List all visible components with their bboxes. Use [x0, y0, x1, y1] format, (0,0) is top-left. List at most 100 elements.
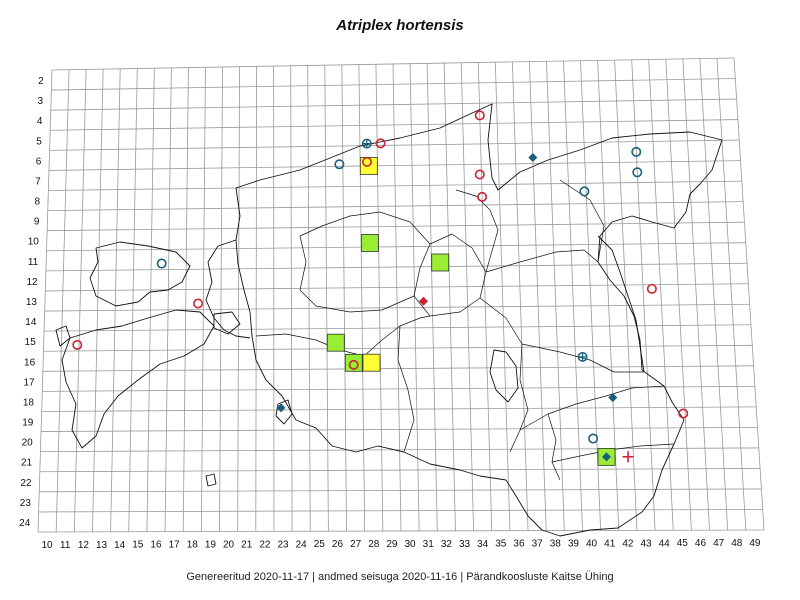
grid-col-line	[110, 68, 121, 532]
grid-col-line	[733, 57, 765, 531]
row-label: 4	[37, 116, 43, 127]
col-label: 11	[60, 540, 71, 551]
circle-marker	[678, 408, 689, 419]
row-label: 13	[26, 297, 38, 308]
col-label: 40	[586, 538, 598, 549]
grid-row-line	[44, 303, 750, 312]
mainland-outline	[235, 103, 723, 537]
diamond-marker	[601, 452, 611, 462]
county-border-jogeva	[485, 249, 599, 273]
col-label: 44	[659, 538, 671, 549]
diamond-marker	[608, 393, 618, 403]
grid-col-line	[443, 63, 456, 531]
circle-marker	[156, 258, 167, 269]
grid-col-line	[307, 65, 311, 532]
grid-col-line	[494, 62, 511, 531]
row-label: 16	[24, 357, 36, 368]
grid-row-line	[41, 426, 758, 432]
vilsandi-island	[55, 325, 71, 347]
col-label: 32	[441, 539, 453, 550]
diamond-marker	[418, 296, 428, 306]
grid-col-line	[546, 61, 565, 531]
grid-row-line	[45, 262, 748, 272]
grid-row-line	[39, 488, 762, 493]
county-border-harju-rapla	[299, 211, 431, 297]
col-label: 22	[259, 539, 271, 550]
grid-row-line	[42, 385, 755, 392]
row-label: 8	[34, 197, 40, 208]
col-label: 20	[223, 539, 235, 550]
col-label: 48	[731, 538, 743, 549]
row-label: 18	[23, 397, 35, 408]
grid-row-line	[49, 139, 740, 151]
col-label: 33	[459, 539, 471, 550]
grid-col-line	[580, 60, 602, 531]
col-label: 15	[132, 540, 144, 551]
grid-row-line	[51, 78, 736, 91]
county-border-ida	[559, 179, 605, 263]
grid-col-line	[665, 59, 692, 531]
circle-marker	[348, 359, 359, 370]
circle-marker	[588, 433, 599, 444]
row-label: 11	[28, 257, 39, 268]
grid-col-line	[648, 59, 674, 531]
grid-row-line	[50, 119, 738, 131]
grid-col-line	[341, 64, 347, 532]
col-label: 18	[187, 540, 199, 551]
col-label: 42	[622, 538, 634, 549]
col-label: 26	[332, 539, 344, 550]
grid-col-line	[255, 66, 258, 532]
grid-row-line	[39, 468, 761, 473]
col-label: 39	[568, 539, 580, 550]
grid-col-line	[55, 69, 70, 532]
grid-row-line	[38, 509, 763, 513]
grid-col-line	[200, 67, 206, 532]
row-label: 14	[25, 317, 37, 328]
grid-labels: 10 11 12 13 14 15 16 17 18 19 20 21 22 23 24 25 26 27 28 29…	[19, 76, 761, 551]
col-label: 19	[205, 540, 217, 551]
grid-col-line	[182, 67, 189, 532]
col-label: 49	[749, 538, 761, 549]
circle-marker	[579, 186, 590, 197]
grid-row-line	[41, 406, 757, 412]
circle-plus-marker	[361, 138, 372, 149]
grid-col-line	[128, 68, 138, 532]
col-label: 10	[42, 540, 54, 551]
grid-col-line	[460, 62, 474, 531]
col-label: 28	[368, 539, 380, 550]
grid-col-line	[409, 63, 420, 531]
grid-col-line	[682, 58, 710, 531]
grid-row-line	[43, 344, 753, 352]
col-label: 41	[604, 538, 616, 549]
circle-marker	[632, 167, 643, 178]
col-label: 29	[386, 539, 398, 550]
col-label: 45	[677, 538, 689, 549]
record-markers	[72, 110, 689, 463]
row-label: 20	[22, 438, 34, 449]
grid-col-line	[237, 66, 240, 532]
row-label: 10	[28, 237, 40, 248]
grid-col-line	[614, 60, 638, 531]
grid-row-line	[45, 283, 749, 292]
green-square	[326, 333, 345, 352]
col-label: 35	[495, 539, 507, 550]
lake-vortsjarv	[489, 349, 519, 403]
col-label: 21	[241, 539, 253, 550]
col-label: 34	[477, 539, 489, 550]
county-border-valga	[519, 385, 665, 431]
col-label: 38	[550, 539, 562, 550]
row-label: 2	[38, 76, 44, 87]
grid-row-line	[47, 201, 744, 212]
lake-peipus	[597, 235, 645, 373]
row-label: 24	[19, 518, 31, 529]
county-border-polva	[547, 413, 561, 481]
circle-marker	[362, 156, 373, 167]
circle-marker	[474, 169, 485, 180]
grid-col-line	[375, 64, 384, 532]
grid-col-line	[92, 69, 104, 532]
grid-col-line	[426, 63, 438, 531]
col-label: 47	[713, 538, 725, 549]
border-layer	[55, 103, 723, 537]
circle-marker	[474, 110, 485, 121]
